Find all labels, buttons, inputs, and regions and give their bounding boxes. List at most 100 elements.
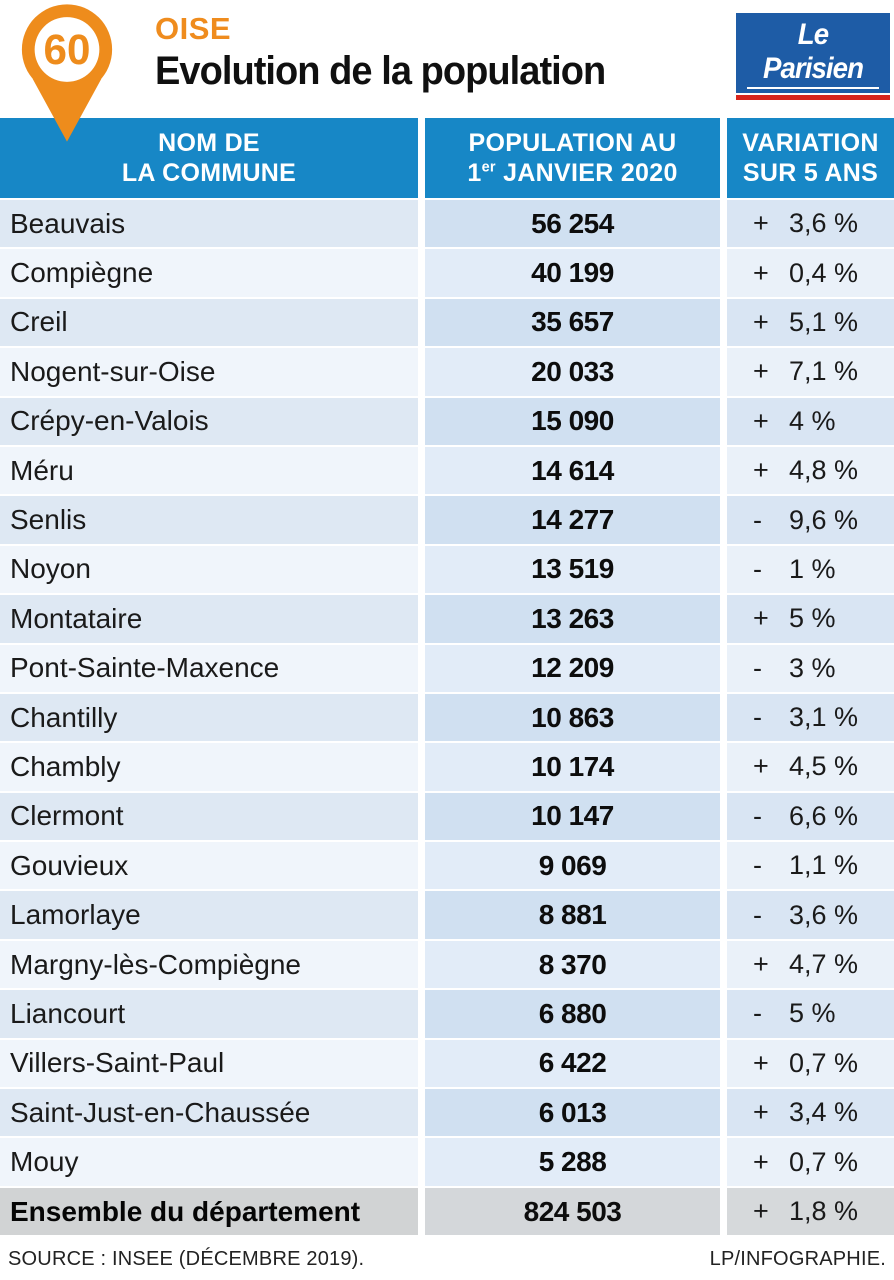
variation-sign: + bbox=[753, 949, 769, 980]
commune-name: Villers-Saint-Paul bbox=[0, 1039, 418, 1088]
variation-value: 5,1 % bbox=[789, 306, 859, 337]
variation-cell: + 3,4 % bbox=[727, 1089, 894, 1137]
source-note: SOURCE : INSEE (DÉCEMBRE 2019). bbox=[8, 1248, 365, 1271]
table-row: Chambly 10 174 + 4,5 % bbox=[0, 743, 894, 791]
commune-name: Liancourt bbox=[0, 990, 418, 1038]
variation-cell: - 3,1 % bbox=[727, 693, 894, 742]
table-row: Beauvais 56 254 + 3,6 % bbox=[0, 200, 894, 248]
variation-cell: - 3,6 % bbox=[727, 891, 894, 939]
department-number: 60 bbox=[44, 26, 91, 73]
variation-cell: + 7,1 % bbox=[727, 348, 894, 396]
commune-name: Senlis bbox=[0, 496, 418, 544]
commune-name: Montataire bbox=[0, 595, 418, 643]
table-row: Chantilly 10 863 - 3,1 % bbox=[0, 693, 894, 742]
table-row: Creil 35 657 + 5,1 % bbox=[0, 298, 894, 347]
variation-sign: + bbox=[753, 751, 769, 782]
commune-name: Compiègne bbox=[0, 249, 418, 297]
commune-name: Nogent-sur-Oise bbox=[0, 348, 418, 396]
title-block: OISE Evolution de la population bbox=[155, 12, 629, 94]
commune-name: Saint-Just-en-Chaussée bbox=[0, 1089, 418, 1137]
variation-value: 3,1 % bbox=[789, 702, 859, 733]
variation-value: 3 % bbox=[789, 652, 836, 683]
variation-value: 0,7 % bbox=[789, 1047, 859, 1078]
population-value: 6 880 bbox=[425, 990, 720, 1038]
variation-cell: + 4,7 % bbox=[727, 940, 894, 989]
table-row: Margny-lès-Compiègne 8 370 + 4,7 % bbox=[0, 940, 894, 989]
variation-value: 3,6 % bbox=[789, 899, 859, 930]
column-header-commune-line2: LA COMMUNE bbox=[121, 159, 297, 187]
table-row: Liancourt 6 880 - 5 % bbox=[0, 990, 894, 1038]
total-variation-value: 1,8 % bbox=[789, 1196, 859, 1226]
population-value: 56 254 bbox=[425, 200, 720, 248]
variation-value: 9,6 % bbox=[789, 504, 859, 535]
variation-sign: - bbox=[753, 800, 762, 831]
column-header-variation: VARIATION SUR 5 ANS bbox=[727, 118, 894, 198]
commune-name: Clermont bbox=[0, 792, 418, 841]
commune-name: Lamorlaye bbox=[0, 891, 418, 939]
population-value: 10 147 bbox=[425, 792, 720, 841]
variation-cell: + 4,5 % bbox=[727, 743, 894, 791]
variation-sign: - bbox=[753, 899, 762, 930]
variation-cell: + 0,7 % bbox=[727, 1138, 894, 1186]
population-value: 10 174 bbox=[425, 743, 720, 791]
brand-logo-red-stripe bbox=[736, 95, 890, 100]
variation-cell: + 4,8 % bbox=[727, 446, 894, 495]
page-title: Evolution de la population bbox=[155, 48, 606, 93]
variation-sign: + bbox=[753, 405, 769, 436]
variation-sign: - bbox=[753, 850, 762, 881]
table-row: Clermont 10 147 - 6,6 % bbox=[0, 792, 894, 841]
variation-value: 0,4 % bbox=[789, 257, 859, 288]
page-header: 60 OISE Evolution de la population Le Pa… bbox=[0, 0, 894, 142]
population-value: 20 033 bbox=[425, 348, 720, 396]
variation-value: 1,1 % bbox=[789, 850, 859, 881]
population-value: 10 863 bbox=[425, 693, 720, 742]
variation-sign: - bbox=[753, 553, 762, 584]
variation-sign: + bbox=[753, 1047, 769, 1078]
variation-sign: + bbox=[753, 603, 769, 634]
total-variation-sign: + bbox=[753, 1196, 769, 1226]
total-variation-cell: + 1,8 % bbox=[727, 1187, 894, 1236]
total-population-value: 824 503 bbox=[425, 1187, 720, 1236]
table-row: Montataire 13 263 + 5 % bbox=[0, 595, 894, 643]
column-header-commune: NOM DE LA COMMUNE bbox=[0, 118, 418, 198]
variation-cell: - 5 % bbox=[727, 990, 894, 1038]
table-row: Senlis 14 277 - 9,6 % bbox=[0, 496, 894, 544]
total-row-label: Ensemble du département bbox=[0, 1187, 418, 1236]
variation-cell: - 6,6 % bbox=[727, 792, 894, 841]
column-header-population: POPULATION AU 1er JANVIER 2020 bbox=[425, 118, 720, 198]
commune-name: Chambly bbox=[0, 743, 418, 791]
variation-value: 4,7 % bbox=[789, 949, 859, 980]
variation-value: 1 % bbox=[789, 553, 836, 584]
population-value: 40 199 bbox=[425, 249, 720, 297]
variation-sign: - bbox=[753, 652, 762, 683]
commune-name: Gouvieux bbox=[0, 842, 418, 890]
variation-value: 5 % bbox=[789, 998, 836, 1029]
table-row: Crépy-en-Valois 15 090 + 4 % bbox=[0, 397, 894, 445]
population-value: 12 209 bbox=[425, 644, 720, 692]
variation-cell: - 1,1 % bbox=[727, 842, 894, 890]
variation-value: 3,6 % bbox=[789, 208, 859, 239]
table-row: Gouvieux 9 069 - 1,1 % bbox=[0, 842, 894, 890]
population-value: 13 519 bbox=[425, 545, 720, 594]
credit-note: LP/INFOGRAPHIE. bbox=[709, 1248, 886, 1271]
variation-cell: - 9,6 % bbox=[727, 496, 894, 544]
variation-sign: + bbox=[753, 208, 769, 239]
variation-sign: - bbox=[753, 504, 762, 535]
population-value: 14 614 bbox=[425, 446, 720, 495]
variation-value: 5 % bbox=[789, 603, 836, 634]
map-pin-icon: 60 bbox=[16, 2, 118, 149]
population-value: 13 263 bbox=[425, 595, 720, 643]
commune-name: Chantilly bbox=[0, 693, 418, 742]
population-value: 6 013 bbox=[425, 1089, 720, 1137]
table-row: Mouy 5 288 + 0,7 % bbox=[0, 1138, 894, 1186]
variation-sign: + bbox=[753, 306, 769, 337]
population-value: 15 090 bbox=[425, 397, 720, 445]
table-row: Compiègne 40 199 + 0,4 % bbox=[0, 249, 894, 297]
population-value: 8 881 bbox=[425, 891, 720, 939]
variation-sign: + bbox=[753, 1097, 769, 1128]
table-row: Noyon 13 519 - 1 % bbox=[0, 545, 894, 594]
commune-name: Beauvais bbox=[0, 200, 418, 248]
commune-name: Mouy bbox=[0, 1138, 418, 1186]
total-row: Ensemble du département 824 503 + 1,8 % bbox=[0, 1187, 894, 1236]
